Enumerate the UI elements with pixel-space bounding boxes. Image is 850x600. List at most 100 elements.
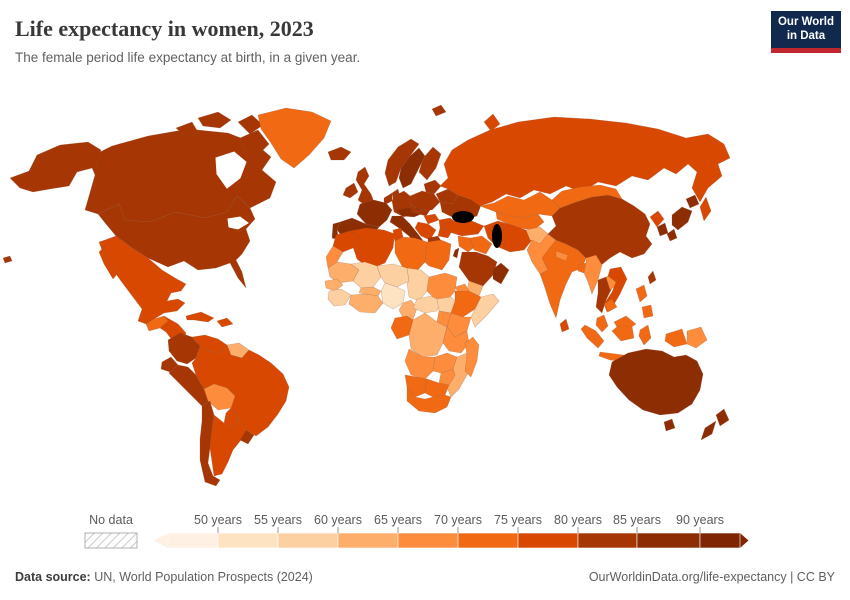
country-russia-sakhalin[interactable]: Russia: 75-80 years — [699, 196, 712, 222]
country-russia[interactable]: Russia: 75-80 years — [439, 116, 731, 207]
page-title: Life expectancy in women, 2023 — [15, 16, 314, 41]
owid-logo[interactable]: Our World in Data — [771, 11, 841, 53]
owid-logo-text: Our World in Data — [777, 15, 834, 42]
footer-credit[interactable]: OurWorldinData.org/life-expectancy | CC … — [588, 570, 835, 584]
footer-source-value: UN, World Population Prospects (2024) — [90, 570, 313, 584]
country-angola[interactable]: Angola: 65-70 years — [404, 348, 436, 380]
country-south-korea[interactable]: South Korea: 85-90 years — [656, 222, 669, 237]
world-map: Canada: 80-85 years Canada: 80-85 years … — [2, 104, 731, 487]
country-dr-congo[interactable]: DR Congo: 60-65 years — [408, 312, 448, 358]
country-mexico[interactable]: Mexico: 75-80 years — [98, 235, 187, 325]
country-finland[interactable]: Finland: 80-85 years — [418, 146, 442, 181]
country-north-korea[interactable]: North Korea: 75-80 years — [649, 210, 665, 228]
footer: Data source: UN, World Population Prospe… — [15, 570, 835, 584]
country-ireland[interactable]: Ireland: 80-85 years — [342, 182, 359, 199]
country-uruguay[interactable]: Uruguay: 80-85 years — [239, 429, 255, 445]
country-tanzania[interactable]: Tanzania: 65-70 years — [442, 326, 470, 354]
country-indonesia-papua[interactable]: Indonesia: 70-75 years — [664, 328, 688, 348]
country-papua-new-guinea[interactable]: Papua New Guinea: 65-70 years — [686, 326, 708, 349]
country-central-asia[interactable]: Central Asia: 70-75 years — [495, 211, 545, 231]
footer-source-label: Data source: — [15, 570, 91, 584]
legend: No data 50 years 55 years 60 years 65 years 7… — [84, 513, 749, 549]
country-iraq[interactable]: Iraq: 70-75 years — [469, 235, 493, 255]
country-nigeria[interactable]: Nigeria: 50-55 years — [380, 282, 406, 310]
country-russia-novaya-zemlya[interactable]: Russia: 75-80 years — [483, 113, 501, 132]
legend-bin-5[interactable] — [457, 532, 519, 549]
country-brazil[interactable]: Brazil: 75-80 years — [191, 344, 290, 437]
country-niger[interactable]: Niger: 55-60 years — [376, 263, 410, 288]
country-france[interactable]: France: 85-90 years — [356, 199, 393, 228]
country-canada-arctic-1[interactable]: Canada: 80-85 years — [197, 111, 232, 129]
legend-bin-1[interactable] — [217, 532, 279, 549]
country-oman-uae[interactable]: Oman-UAE: 85-90 years — [492, 262, 510, 285]
country-chad[interactable]: Chad: 55-60 years — [406, 267, 430, 302]
country-nepal[interactable]: Nepal: 65-70 years — [555, 250, 569, 262]
country-india[interactable]: India: 70-75 years — [539, 239, 587, 319]
country-canada-arctic-3[interactable]: Canada: 80-85 years — [175, 121, 199, 138]
country-egypt[interactable]: Egypt: 70-75 years — [424, 239, 452, 271]
country-cambodia[interactable]: Cambodia: 70-75 years — [603, 298, 618, 313]
legend-tick-label: 85 years — [613, 513, 661, 527]
country-iceland[interactable]: Iceland: 80-85 years — [327, 146, 352, 161]
great-lakes — [227, 216, 249, 230]
legend-tick-label: 90 years — [676, 513, 724, 527]
country-sweden[interactable]: Sweden: 85-90 years — [398, 147, 426, 189]
country-japan[interactable]: Japan: 85-90 years — [666, 194, 700, 242]
country-philippines[interactable]: Philippines: 70-75 years — [635, 284, 654, 319]
country-argentina[interactable]: Argentina: 75-80 years — [209, 414, 247, 477]
country-somalia[interactable]: Somalia: 55-60 years — [470, 293, 500, 328]
hudson-bay — [215, 151, 247, 189]
country-senegal[interactable]: Senegal: 60-65 years — [324, 278, 344, 292]
country-cuba[interactable]: Cuba: 75-80 years — [185, 311, 215, 323]
legend-no-data-swatch[interactable] — [84, 532, 138, 549]
country-new-zealand[interactable]: New Zealand: 85-90 years — [700, 408, 730, 441]
country-usa-hawaii[interactable]: United States: 80-85 years — [2, 255, 13, 264]
country-usa-alaska[interactable]: United States: 80-85 years — [9, 141, 102, 193]
country-greenland[interactable]: Greenland: 70-75 years — [257, 107, 332, 169]
country-israel[interactable]: Israel: 85-90 years — [452, 247, 460, 259]
country-canada-baffin[interactable]: Canada: 80-85 years — [239, 129, 270, 158]
country-malaysia[interactable]: Malaysia: 70-75 years — [595, 314, 637, 333]
legend-bin-0[interactable] — [167, 532, 219, 549]
country-guinea[interactable]: Guinea: 55-60 years — [327, 288, 352, 307]
country-south-africa[interactable]: South Africa: 70-75 years — [406, 386, 452, 414]
country-hispaniola[interactable]: Hispaniola: 75-80 years — [216, 317, 234, 328]
black-sea — [452, 211, 474, 223]
country-uk[interactable]: United Kingdom: 80-85 years — [355, 166, 375, 207]
country-ivory-coast-ghana[interactable]: Ivory Coast-Ghana: 60-65 years — [348, 293, 384, 314]
legend-bin-9[interactable] — [699, 532, 741, 549]
country-car[interactable]: Central African Republic: 55-60 years — [412, 295, 442, 314]
country-mongolia[interactable]: Mongolia: 70-75 years — [551, 184, 623, 209]
country-sri-lanka[interactable]: Sri Lanka: 75-80 years — [559, 318, 570, 333]
country-australia[interactable]: Australia: 85-90 years — [608, 348, 704, 432]
legend-tick-label: 70 years — [434, 513, 482, 527]
country-madagascar[interactable]: Madagascar: 65-70 years — [464, 336, 480, 378]
country-ethiopia[interactable]: Ethiopia: 70-75 years — [450, 290, 482, 318]
country-zimbabwe[interactable]: Zimbabwe: 65-70 years — [438, 368, 456, 386]
country-taiwan[interactable]: Taiwan: 80-85 years — [647, 270, 657, 285]
legend-tick-label: 65 years — [374, 513, 422, 527]
country-baltics[interactable]: Baltics: 80-85 years — [423, 179, 442, 195]
country-saudi-arabia[interactable]: Saudi Arabia: 80-85 years — [458, 251, 498, 287]
country-svalbard[interactable]: Norway: 80-85 years — [431, 104, 447, 117]
legend-arrow-right — [740, 533, 749, 548]
legend-bin-8[interactable] — [636, 532, 701, 549]
country-hungary[interactable]: Hungary: 75-80 years — [423, 213, 440, 225]
country-myanmar[interactable]: Myanmar: 65-70 years — [583, 254, 603, 295]
country-indonesia-sumatra[interactable]: Indonesia: 70-75 years — [580, 324, 605, 349]
country-poland[interactable]: Poland: 80-85 years — [409, 190, 441, 211]
country-algeria[interactable]: Algeria: 75-80 years — [349, 227, 396, 270]
country-indonesia-kalimantan[interactable]: Indonesia: 70-75 years — [611, 325, 635, 342]
country-sudan[interactable]: Sudan: 65-70 years — [426, 272, 458, 302]
country-czechia-slovakia[interactable]: Czechia-Slovakia: 80-85 years — [409, 202, 431, 217]
legend-bin-2[interactable] — [277, 532, 339, 549]
caspian-sea — [492, 224, 502, 248]
country-usa[interactable]: United States: 80-85 years — [97, 195, 256, 289]
legend-bin-4[interactable] — [397, 532, 459, 549]
legend-bin-3[interactable] — [337, 532, 399, 549]
legend-bin-6[interactable] — [517, 532, 579, 549]
legend-bin-7[interactable] — [577, 532, 638, 549]
country-indonesia-sulawesi[interactable]: Indonesia: 70-75 years — [638, 324, 652, 346]
legend-tick-label: 50 years — [194, 513, 242, 527]
